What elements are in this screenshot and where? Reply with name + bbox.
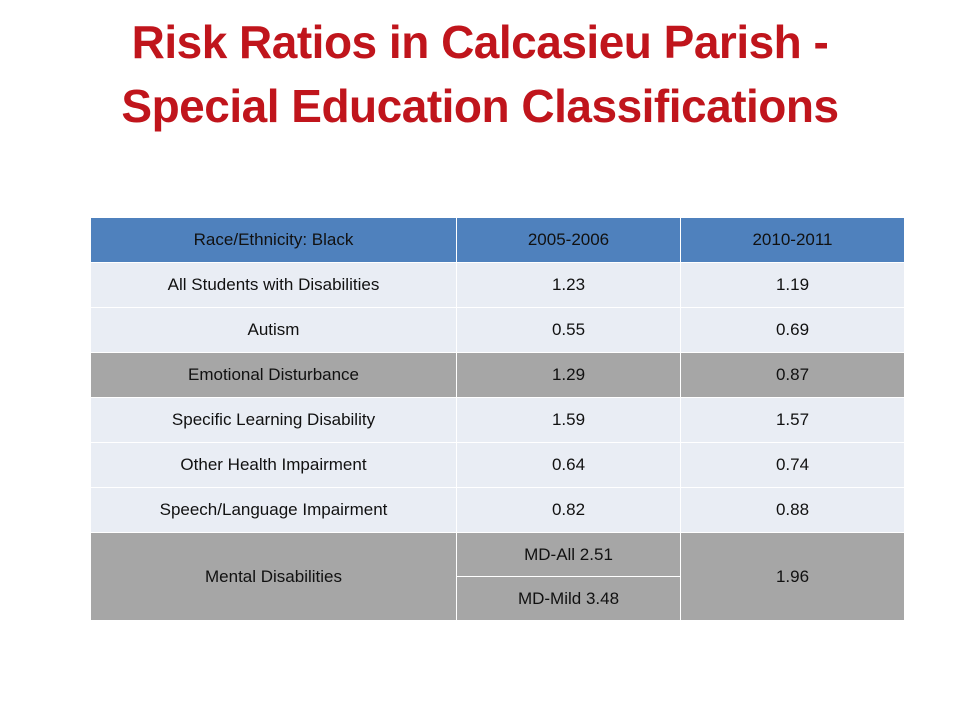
value-md-mild: MD-Mild 3.48 [456, 576, 681, 621]
value-2005-2006: 0.55 [456, 307, 681, 353]
value-2010-2011: 0.87 [680, 352, 905, 398]
value-2005-2006: 1.29 [456, 352, 681, 398]
table-row: All Students with Disabilities 1.23 1.19 [90, 262, 905, 308]
value-2010-2011: 1.19 [680, 262, 905, 308]
value-2005-2006: 0.82 [456, 487, 681, 533]
header-race-ethnicity: Race/Ethnicity: Black [90, 217, 457, 263]
table-row: Other Health Impairment 0.64 0.74 [90, 442, 905, 488]
risk-ratio-table: Race/Ethnicity: Black 2005-2006 2010-201… [90, 217, 905, 621]
table-header-row: Race/Ethnicity: Black 2005-2006 2010-201… [90, 217, 905, 263]
slide-title: Risk Ratios in Calcasieu Parish - Specia… [0, 10, 960, 138]
value-2005-2006: 0.64 [456, 442, 681, 488]
row-label: Emotional Disturbance [90, 352, 457, 398]
value-2010-2011: 1.57 [680, 397, 905, 443]
table-row: Speech/Language Impairment 0.82 0.88 [90, 487, 905, 533]
value-2010-2011: 0.88 [680, 487, 905, 533]
table-row-mental-disabilities: Mental Disabilities MD-All 2.51 1.96 [90, 532, 905, 621]
value-md-all: MD-All 2.51 [456, 532, 681, 577]
table-row-mental-disabilities-mild: MD-Mild 3.48 [91, 576, 905, 621]
row-label: Speech/Language Impairment [90, 487, 457, 533]
row-label: All Students with Disabilities [90, 262, 457, 308]
table-row: Specific Learning Disability 1.59 1.57 [90, 397, 905, 443]
table-row: Emotional Disturbance 1.29 0.87 [90, 352, 905, 398]
value-2010-2011: 1.96 [680, 532, 905, 621]
row-label: Specific Learning Disability [90, 397, 457, 443]
row-label: Other Health Impairment [90, 442, 457, 488]
title-line-2: Special Education Classifications [121, 80, 839, 132]
header-2010-2011: 2010-2011 [680, 217, 905, 263]
value-2010-2011: 0.69 [680, 307, 905, 353]
value-2010-2011: 0.74 [680, 442, 905, 488]
row-label: Mental Disabilities [90, 532, 457, 621]
value-2005-2006: 1.23 [456, 262, 681, 308]
row-label: Autism [90, 307, 457, 353]
table-row: Autism 0.55 0.69 [90, 307, 905, 353]
value-2005-2006: 1.59 [456, 397, 681, 443]
header-2005-2006: 2005-2006 [456, 217, 681, 263]
title-line-1: Risk Ratios in Calcasieu Parish - [131, 16, 829, 68]
